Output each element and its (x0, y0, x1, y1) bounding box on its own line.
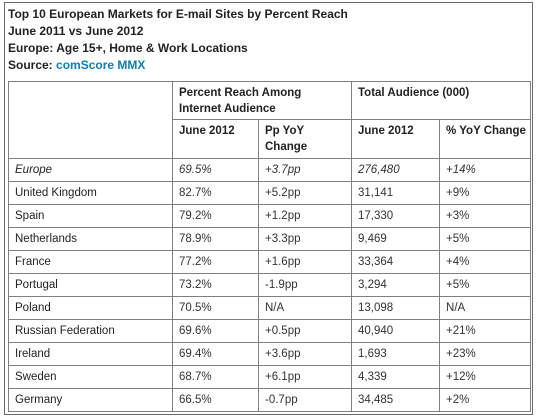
group-header-row: Percent Reach Among Internet Audience To… (8, 81, 532, 159)
market-cell: United Kingdom (8, 181, 173, 205)
audience-cell: 40,940 (351, 319, 441, 343)
market-cell: Poland (8, 296, 173, 320)
table-scope: Europe: Age 15+, Home & Work Locations (8, 41, 248, 55)
market-cell: Europe (8, 158, 173, 182)
source-label: Source: (8, 58, 53, 72)
audience-change-header: % YoY Change (439, 119, 532, 159)
audience-cell: 33,364 (351, 250, 441, 274)
reach-cell: 69.5% (172, 158, 259, 182)
audience-cell: 9,469 (351, 227, 441, 251)
audience-cell: 34,485 (351, 388, 441, 412)
pct-change-cell: +5% (439, 273, 532, 297)
table-row: Russian Federation 69.6% +0.5pp 40,940 +… (8, 319, 532, 343)
pp-change-cell: -0.7pp (257, 388, 353, 412)
market-cell: Netherlands (8, 227, 173, 251)
pct-change-cell: +23% (439, 342, 532, 366)
markets-table: Percent Reach Among Internet Audience To… (8, 81, 532, 412)
pct-change-cell: +9% (439, 181, 532, 205)
table-row: United Kingdom 82.7% +5.2pp 31,141 +9% (8, 181, 532, 205)
table-row: Poland 70.5% N/A 13,098 N/A (8, 296, 532, 320)
table-title: Top 10 European Markets for E-mail Sites… (8, 7, 348, 21)
reach-cell: 69.4% (172, 342, 259, 366)
reach-group-header: Percent Reach Among Internet Audience (171, 81, 353, 120)
reach-cell: 77.2% (172, 250, 259, 274)
audience-cell: 1,693 (351, 342, 441, 366)
table-row: Netherlands 78.9% +3.3pp 9,469 +5% (8, 227, 532, 251)
pct-change-cell: +14% (439, 158, 532, 182)
table-source: Source: comScore MMX (8, 57, 348, 74)
pct-change-cell: +12% (439, 365, 532, 389)
pct-change-cell: +4% (439, 250, 532, 274)
pct-change-cell: +2% (439, 388, 532, 412)
market-cell: Russian Federation (8, 319, 173, 343)
market-cell: Germany (8, 388, 173, 412)
reach-cell: 82.7% (172, 181, 259, 205)
pp-change-cell: +3.6pp (257, 342, 353, 366)
audience-cell: 31,141 (351, 181, 441, 205)
market-cell: Ireland (8, 342, 173, 366)
reach-june-header: June 2012 (172, 119, 259, 159)
table-row: Portugal 73.2% -1.9pp 3,294 +5% (8, 273, 532, 297)
audience-cell: 13,098 (351, 296, 441, 320)
reach-cell: 68.7% (172, 365, 259, 389)
pp-change-cell: +5.2pp (257, 181, 353, 205)
table-header: Top 10 European Markets for E-mail Sites… (8, 6, 348, 74)
reach-cell: 73.2% (172, 273, 259, 297)
reach-cell: 69.6% (172, 319, 259, 343)
reach-cell: 79.2% (172, 204, 259, 228)
table-row: Spain 79.2% +1.2pp 17,330 +3% (8, 204, 532, 228)
audience-cell: 3,294 (351, 273, 441, 297)
reach-change-header: Pp YoY Change (257, 119, 353, 159)
pp-change-cell: +0.5pp (257, 319, 353, 343)
pp-change-cell: +1.6pp (257, 250, 353, 274)
audience-cell: 276,480 (351, 158, 441, 182)
pct-change-cell: +3% (439, 204, 532, 228)
table-row: Germany 66.5% -0.7pp 34,485 +2% (8, 388, 532, 412)
audience-cell: 4,339 (351, 365, 441, 389)
table-body: Europe 69.5% +3.7pp 276,480 +14% United … (8, 158, 532, 412)
market-cell: Spain (8, 204, 173, 228)
pp-change-cell: +3.7pp (257, 158, 353, 182)
audience-june-header: June 2012 (351, 119, 441, 159)
sub-header-row: June 2012 Pp YoY Change June 2012 % YoY … (9, 119, 532, 159)
table-row: France 77.2% +1.6pp 33,364 +4% (8, 250, 532, 274)
market-cell: Sweden (8, 365, 173, 389)
table-period: June 2011 vs June 2012 (8, 24, 144, 38)
table-frame (4, 2, 533, 415)
pp-change-cell: N/A (257, 296, 353, 320)
reach-cell: 78.9% (172, 227, 259, 251)
market-cell: France (8, 250, 173, 274)
reach-cell: 66.5% (172, 388, 259, 412)
pct-change-cell: +5% (439, 227, 532, 251)
pct-change-cell: N/A (439, 296, 532, 320)
source-name: comScore MMX (56, 58, 146, 72)
pp-change-cell: +1.2pp (257, 204, 353, 228)
audience-cell: 17,330 (351, 204, 441, 228)
table-row: Sweden 68.7% +6.1pp 4,339 +12% (8, 365, 532, 389)
table-row: Europe 69.5% +3.7pp 276,480 +14% (8, 158, 532, 182)
audience-group-header: Total Audience (000) (351, 81, 532, 120)
market-column-header (8, 81, 173, 159)
reach-cell: 70.5% (172, 296, 259, 320)
table-row: Ireland 69.4% +3.6pp 1,693 +23% (8, 342, 532, 366)
pp-change-cell: +6.1pp (257, 365, 353, 389)
pp-change-cell: +3.3pp (257, 227, 353, 251)
market-cell: Portugal (8, 273, 173, 297)
pp-change-cell: -1.9pp (257, 273, 353, 297)
pct-change-cell: +21% (439, 319, 532, 343)
